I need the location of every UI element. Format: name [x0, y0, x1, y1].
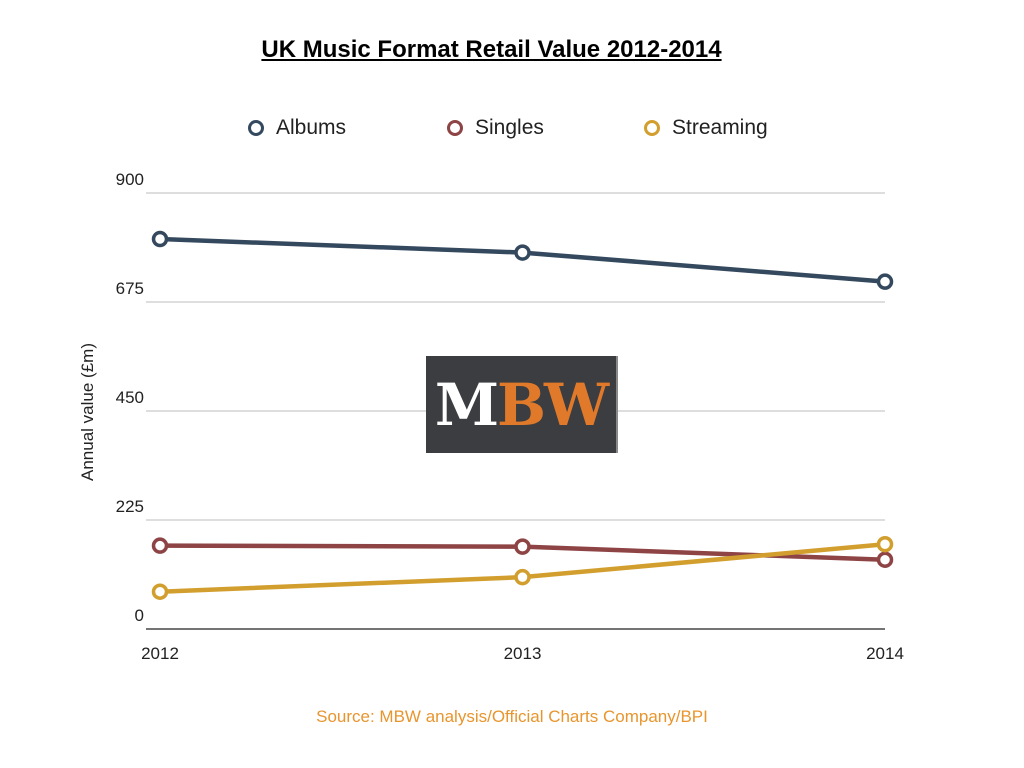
data-point-albums [876, 273, 894, 290]
data-point-singles [514, 538, 531, 555]
data-point-singles [151, 537, 169, 554]
legend-item-albums: Albums [248, 116, 346, 140]
y-tick-label: 675 [116, 279, 144, 298]
y-tick-label: 450 [116, 388, 144, 407]
mbw-logo: M BW [426, 356, 618, 453]
data-point-streaming [514, 568, 531, 586]
data-point-singles [876, 551, 894, 568]
legend-marker-streaming [644, 120, 660, 136]
legend-marker-singles [447, 120, 463, 136]
legend-label-albums: Albums [276, 116, 347, 139]
legend-label-singles: Singles [475, 116, 544, 139]
data-point-streaming [151, 583, 169, 600]
y-axis-label: Annual value (£m) [78, 343, 97, 481]
chart-title: UK Music Format Retail Value 2012-2014 [261, 36, 722, 63]
legend: Albums Singles Streaming [0, 116, 1024, 142]
data-point-albums [151, 230, 169, 248]
y-tick-label: 225 [116, 497, 144, 516]
logo-text-bw: BW [497, 370, 609, 439]
legend-marker-albums [248, 120, 264, 136]
y-tick-label: 900 [116, 170, 144, 189]
logo-text-m: M [434, 370, 499, 439]
x-tick-label: 2014 [866, 644, 904, 663]
y-tick-label: 0 [135, 606, 144, 625]
data-point-albums [514, 244, 531, 261]
legend-item-streaming: Streaming [644, 116, 768, 140]
x-tick-label: 2013 [504, 644, 542, 663]
data-point-streaming [876, 535, 894, 553]
legend-label-streaming: Streaming [672, 116, 768, 139]
legend-item-singles: Singles [447, 116, 544, 140]
x-tick-label: 2012 [141, 644, 179, 663]
source-note: Source: MBW analysis/Official Charts Com… [316, 707, 708, 726]
